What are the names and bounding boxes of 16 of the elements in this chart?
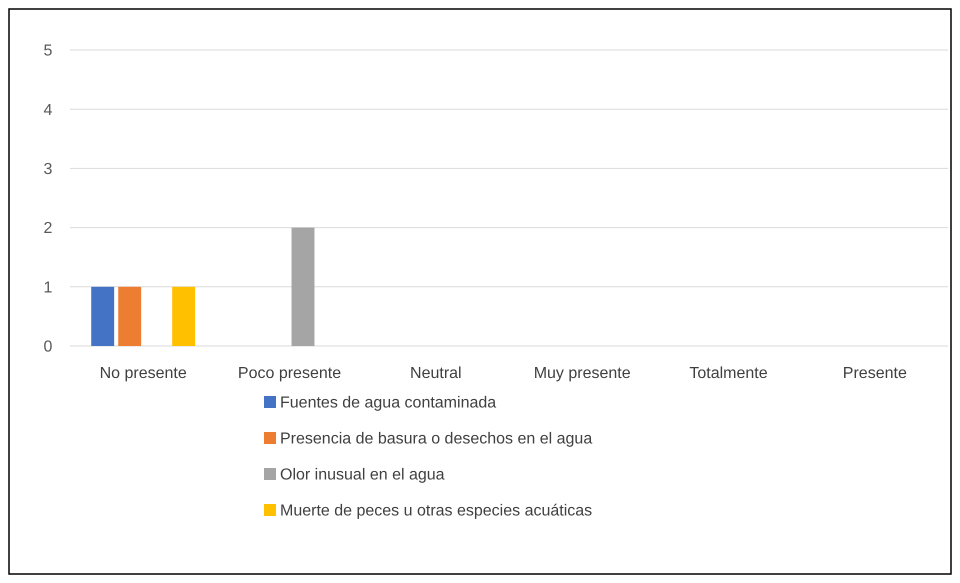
- x-tick-label: Totalmente: [689, 365, 768, 382]
- y-tick-label: 4: [44, 102, 53, 119]
- x-tick-label: Neutral: [410, 365, 462, 382]
- y-tick-label: 5: [44, 42, 53, 60]
- x-tick-label: No presente: [100, 365, 187, 382]
- x-tick-label: Presente: [842, 365, 907, 382]
- legend-label: Muerte de peces u otras especies acuáticas: [280, 502, 592, 520]
- x-tick-label: Poco presente: [238, 365, 342, 382]
- legend-label: Fuentes de agua contaminada: [280, 394, 496, 412]
- y-tick-label: 0: [44, 338, 53, 356]
- y-tick-label: 3: [44, 161, 53, 178]
- x-tick-label: Muy presente: [534, 365, 631, 382]
- y-tick-label: 2: [44, 220, 53, 238]
- legend-label: Olor inusual en el agua: [280, 466, 445, 484]
- y-tick-label: 1: [44, 279, 53, 296]
- legend-label: Presencia de basura o desechos en el agua: [280, 430, 592, 448]
